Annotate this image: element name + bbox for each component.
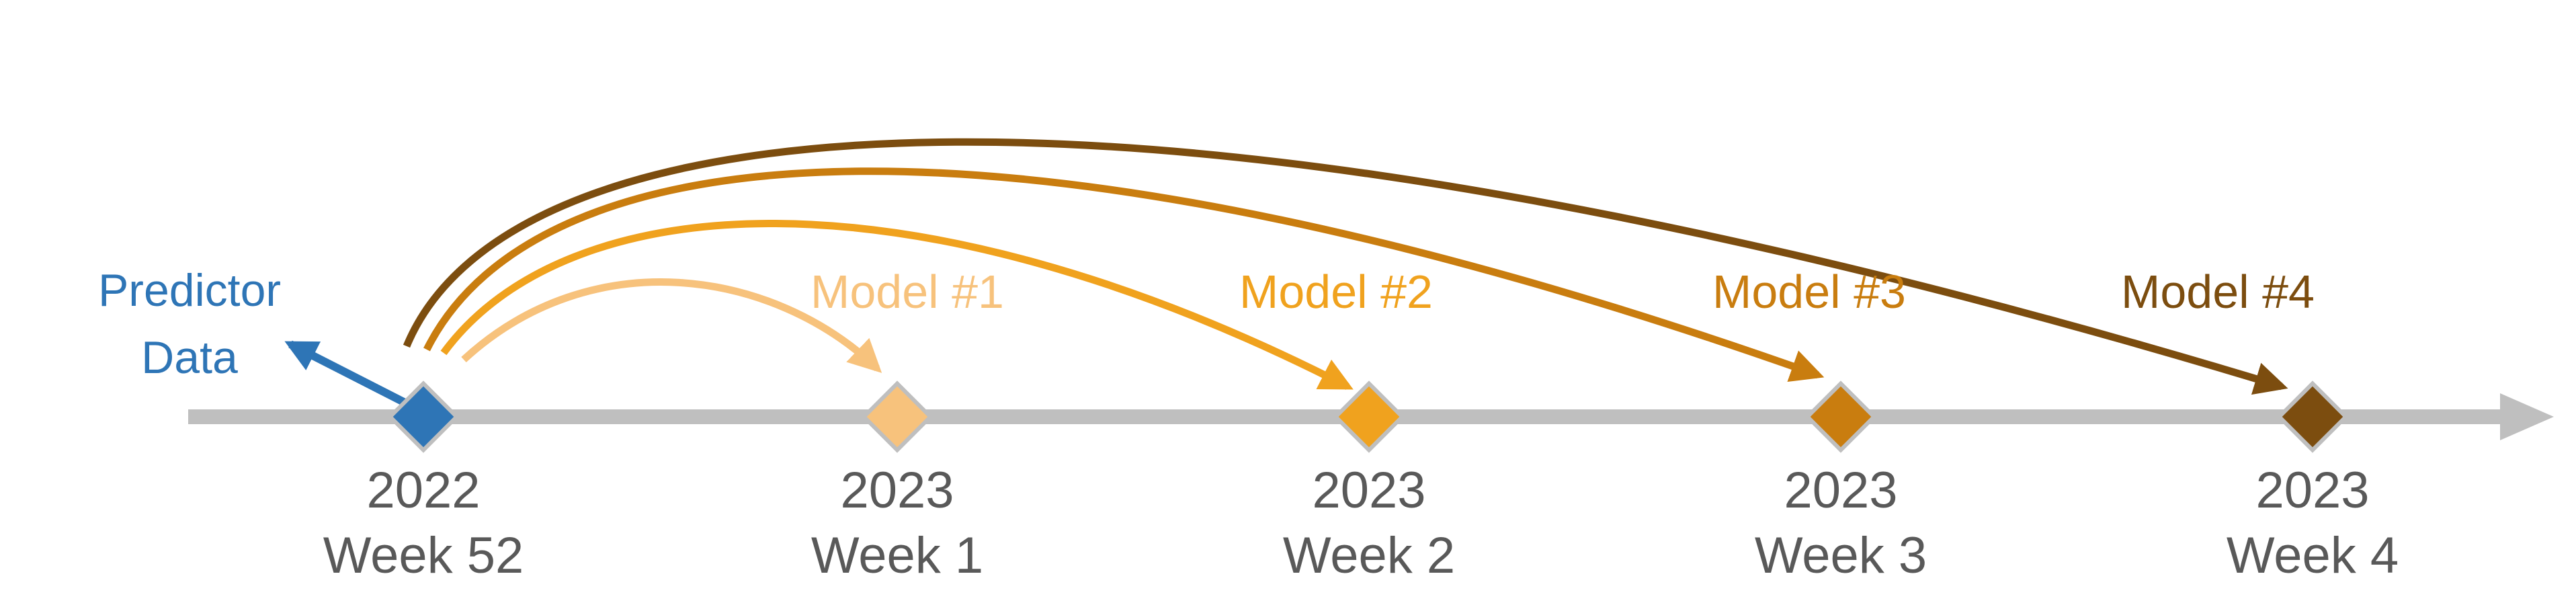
model-4-label: Model #4 (2121, 266, 2315, 318)
tick-2-week: Week 2 (1283, 527, 1455, 584)
marker-2022-week-52 (387, 380, 460, 453)
tick-1-year: 2023 (840, 462, 954, 519)
predictor-label: Predictor Data (98, 265, 281, 383)
tick-0-year: 2022 (366, 462, 480, 519)
predictor-label-line-2: Data (141, 332, 238, 383)
marker-2023-week-2 (1333, 380, 1405, 453)
tick-3-week: Week 3 (1755, 527, 1927, 584)
predictor-label-line-1: Predictor (98, 265, 281, 316)
marker-2023-week-1 (861, 380, 933, 453)
model-labels: Model #1 Model #2 Model #3 Model #4 (811, 266, 2315, 318)
timeline-markers (387, 380, 2349, 453)
tick-4-year: 2023 (2255, 462, 2369, 519)
model-1-arc (461, 278, 882, 373)
model-2-label: Model #2 (1239, 266, 1433, 318)
model-4-arc (403, 138, 2288, 395)
model-1-label: Model #1 (811, 266, 1004, 318)
tick-labels: 2022 Week 52 2023 Week 1 2023 Week 2 202… (323, 462, 2399, 584)
model-2-arc (440, 220, 1354, 390)
predictor-arrow (284, 340, 424, 415)
timeline-axis-arrowhead (2500, 393, 2554, 440)
tick-0-week: Week 52 (323, 527, 524, 584)
model-3-arc (423, 167, 1825, 382)
marker-2023-week-3 (1804, 380, 1877, 453)
model-arcs (403, 138, 2288, 395)
tick-1-week: Week 1 (811, 527, 983, 584)
tick-4-week: Week 4 (2227, 527, 2399, 584)
model-3-label: Model #3 (1712, 266, 1906, 318)
predictor-arrow-line (284, 340, 424, 415)
tick-2-year: 2023 (1312, 462, 1425, 519)
marker-2023-week-4 (2276, 380, 2349, 453)
tick-3-year: 2023 (1784, 462, 1897, 519)
